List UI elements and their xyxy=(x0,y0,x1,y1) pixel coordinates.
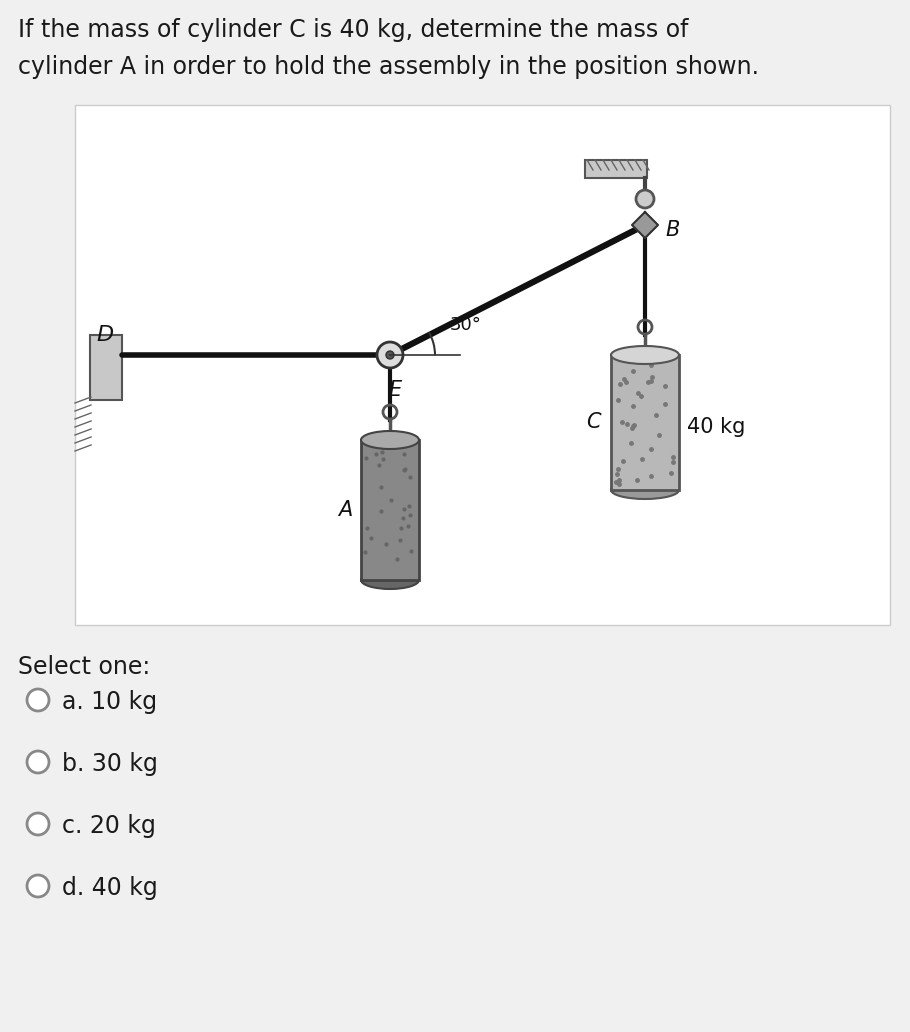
Ellipse shape xyxy=(361,571,419,589)
Polygon shape xyxy=(632,212,658,238)
Text: b. 30 kg: b. 30 kg xyxy=(62,752,157,776)
Text: E: E xyxy=(389,380,401,400)
Ellipse shape xyxy=(611,481,679,499)
Circle shape xyxy=(377,342,403,368)
Circle shape xyxy=(27,875,49,897)
Circle shape xyxy=(386,351,394,359)
Circle shape xyxy=(636,190,654,208)
Circle shape xyxy=(27,813,49,835)
Text: D: D xyxy=(96,325,114,345)
Text: 30°: 30° xyxy=(450,316,482,334)
Text: c. 20 kg: c. 20 kg xyxy=(62,814,156,838)
Ellipse shape xyxy=(611,346,679,364)
Text: d. 40 kg: d. 40 kg xyxy=(62,876,157,900)
Text: C: C xyxy=(586,412,601,432)
Text: If the mass of cylinder C is 40 kg, determine the mass of: If the mass of cylinder C is 40 kg, dete… xyxy=(18,18,689,42)
Text: A: A xyxy=(338,499,352,520)
FancyBboxPatch shape xyxy=(611,355,679,490)
Text: 40 kg: 40 kg xyxy=(687,417,745,437)
Circle shape xyxy=(27,689,49,711)
Text: cylinder A in order to hold the assembly in the position shown.: cylinder A in order to hold the assembly… xyxy=(18,55,759,79)
FancyBboxPatch shape xyxy=(585,160,647,178)
Ellipse shape xyxy=(361,431,419,449)
FancyBboxPatch shape xyxy=(75,105,890,625)
FancyBboxPatch shape xyxy=(361,440,419,580)
Text: B: B xyxy=(665,220,680,240)
Circle shape xyxy=(27,751,49,773)
FancyBboxPatch shape xyxy=(90,335,122,400)
Text: a. 10 kg: a. 10 kg xyxy=(62,690,157,714)
Text: Select one:: Select one: xyxy=(18,655,150,679)
